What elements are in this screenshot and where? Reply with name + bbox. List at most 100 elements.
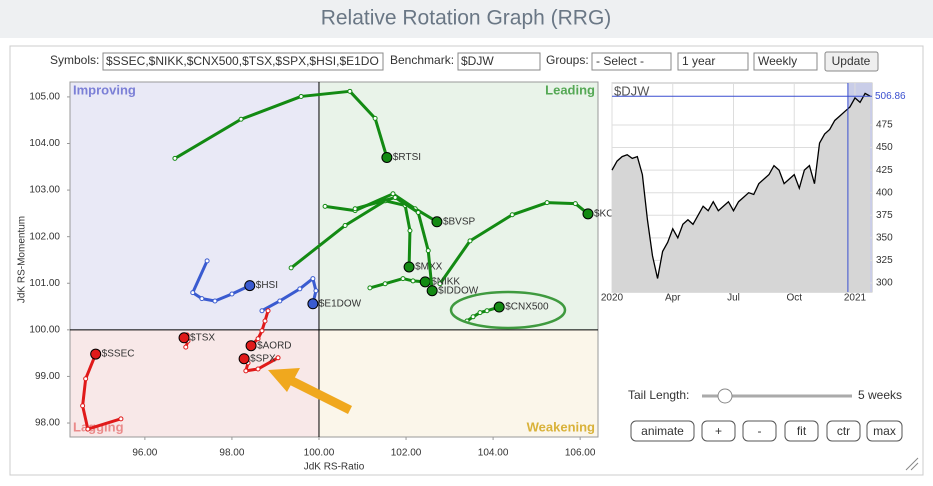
symbols-label: Symbols: (50, 53, 99, 67)
tail-point (172, 155, 178, 161)
tail (174, 89, 389, 160)
head-point[interactable] (245, 340, 257, 352)
tail-point (313, 288, 319, 294)
tail-point (262, 318, 268, 324)
head-point[interactable] (403, 261, 415, 273)
tail-point (544, 200, 550, 206)
y-tick-label: 101.00 (29, 278, 60, 289)
tail-point (467, 238, 473, 244)
current-label: 506.86 (875, 91, 906, 102)
y-tick-label: 450 (876, 142, 893, 153)
tail-point (372, 115, 378, 121)
update-button[interactable] (824, 51, 879, 72)
tail-point (298, 93, 304, 99)
tail-point (277, 298, 283, 304)
tail-point (275, 355, 281, 361)
tail-point (204, 258, 210, 264)
tail-point (259, 308, 265, 314)
tail-point (80, 403, 86, 409)
head-point[interactable] (426, 285, 438, 297)
head-point[interactable] (244, 280, 256, 292)
tail (290, 199, 412, 270)
x-tick-label: 106.00 (565, 448, 596, 459)
x-tick-label: Jul (727, 293, 740, 304)
button-label: animate (641, 424, 684, 438)
series-label: $SSEC (102, 349, 135, 360)
head-point[interactable] (90, 348, 102, 360)
series-label: $AORD (257, 340, 291, 351)
control-button[interactable] (826, 420, 861, 442)
tail-point (183, 344, 189, 350)
y-tick-label: 300 (876, 278, 893, 289)
tail-point (425, 248, 431, 254)
y-tick-label: 425 (876, 165, 893, 176)
control-button[interactable] (701, 420, 736, 442)
x-tick-label: Oct (786, 293, 802, 304)
tail-point (477, 310, 483, 316)
quadrant-label: Weakening (527, 419, 595, 434)
tail (191, 260, 251, 303)
button-label: fit (797, 424, 807, 438)
head-point[interactable] (582, 208, 594, 220)
tail-point (259, 328, 265, 334)
x-tick-label: Apr (665, 293, 681, 304)
tail-point (392, 195, 398, 201)
tail-point (83, 376, 89, 382)
head-point[interactable] (493, 301, 505, 313)
groups-label: Groups: (546, 53, 589, 67)
tail-point (297, 286, 303, 292)
series-label: $CNX500 (505, 302, 549, 313)
tail-label: Tail Length: (628, 388, 689, 402)
control-button[interactable] (630, 420, 695, 442)
y-tick-label: 475 (876, 120, 893, 131)
tail-point (470, 314, 476, 320)
tail-point (199, 296, 205, 302)
tail-point (347, 88, 353, 94)
tail-point (410, 278, 416, 284)
y-tick-label: 100.00 (29, 324, 60, 335)
head-point[interactable] (178, 332, 190, 344)
resize-grip (905, 457, 919, 471)
tail-point (437, 281, 443, 287)
interval-select[interactable] (753, 52, 818, 71)
series-label: $SPX (250, 353, 276, 364)
tail-point (255, 336, 261, 342)
tail-point (509, 212, 515, 218)
x-axis-label: JdK RS-Ratio (304, 462, 365, 473)
control-button[interactable] (866, 420, 903, 442)
head-point[interactable] (238, 353, 250, 365)
tail-point (572, 201, 578, 207)
tail-point (229, 291, 235, 297)
tail-point (190, 290, 196, 296)
chart-title: $DJW (614, 83, 650, 98)
tail-point (322, 203, 328, 209)
control-button[interactable] (784, 420, 819, 442)
tail-point (390, 191, 396, 197)
tail-value: 5 weeks (858, 388, 902, 402)
tail-point (484, 308, 490, 314)
head-point[interactable] (307, 298, 319, 310)
quadrant (318, 329, 598, 437)
control-button[interactable] (742, 420, 777, 442)
button-label: ctr (837, 424, 850, 438)
x-tick-label: 104.00 (478, 448, 509, 459)
highlight-ellipse (449, 290, 567, 330)
arrow-shaft (287, 375, 353, 415)
header-bar (0, 0, 933, 38)
head-point[interactable] (419, 276, 431, 288)
benchmark-input[interactable] (457, 52, 541, 71)
tail-handle[interactable] (717, 388, 733, 404)
head-point[interactable] (381, 151, 393, 163)
groups-select[interactable] (591, 52, 672, 71)
y-tick-label: 105.00 (29, 92, 60, 103)
period-value: 1 year (682, 54, 715, 68)
line (611, 92, 871, 279)
period-select[interactable] (677, 52, 749, 71)
button-label: - (758, 424, 762, 438)
page-title: Relative Rotation Graph (RRG) (321, 7, 612, 30)
series-label: $HSI (256, 280, 278, 291)
symbols-input[interactable] (102, 52, 384, 71)
head-point[interactable] (431, 216, 443, 228)
tail-point (118, 416, 124, 422)
y-tick-label: 102.00 (29, 231, 60, 242)
